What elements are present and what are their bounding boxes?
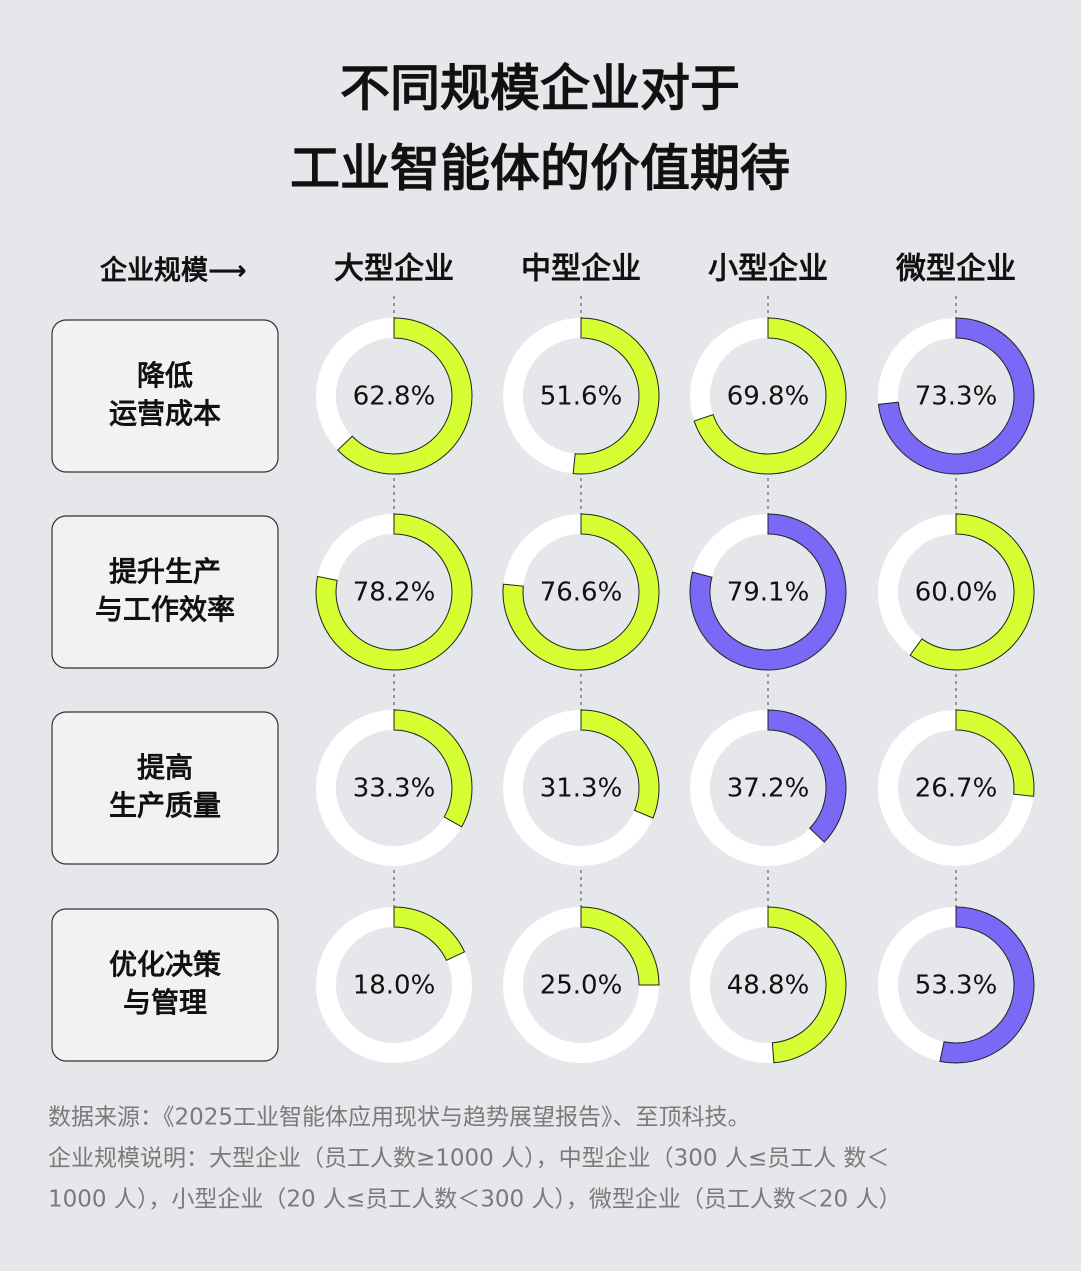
row-label: 与管理 [123, 986, 207, 1019]
row-label-box [51, 711, 279, 865]
donut-hole [898, 730, 1014, 846]
row-label: 优化决策 [109, 948, 221, 981]
row-label: 提高 [137, 751, 193, 784]
donut-arc [580, 709, 660, 819]
value-label: 18.0% [353, 971, 436, 1001]
row-label-box [51, 319, 279, 473]
donut-hole [898, 927, 1014, 1043]
row-label: 降低 [137, 359, 193, 392]
donut-hole [336, 927, 452, 1043]
column-header: 大型企业 [334, 252, 454, 287]
value-label: 69.8% [727, 382, 810, 412]
donut-arc [693, 317, 847, 475]
donut-arc [689, 513, 847, 671]
donut-arc [580, 906, 660, 986]
value-label: 53.3% [915, 971, 998, 1001]
donut-hole [336, 338, 452, 454]
value-label: 33.3% [353, 774, 436, 804]
donut-hole [523, 338, 639, 454]
donut-hole [523, 730, 639, 846]
row-label: 提升生产 [109, 555, 221, 588]
row-label: 与工作效率 [95, 593, 235, 626]
column-header: 微型企业 [895, 252, 1016, 287]
title-line: 不同规模企业对于 [340, 60, 740, 118]
row-label: 运营成本 [109, 397, 221, 430]
donut-arc [939, 906, 1035, 1064]
donut-hole [898, 338, 1014, 454]
row-label: 生产质量 [109, 789, 221, 822]
donut-arc [767, 709, 847, 843]
donut-hole [710, 730, 826, 846]
value-label: 79.1% [727, 578, 810, 608]
value-label: 31.3% [540, 774, 623, 804]
footnote: 数据来源：《2025工业智能体应用现状与趋势展望报告》、至顶科技。 [48, 1105, 751, 1131]
value-label: 76.6% [540, 578, 623, 608]
column-header: 中型企业 [521, 252, 641, 287]
footnote: 1000 人），小型企业（20 人≤员工人数＜300 人），微型企业（员工人数＜… [48, 1187, 901, 1213]
footnote: 企业规模说明：大型企业（员工人数≥1000 人），中型企业（300 人≤员工人 … [48, 1146, 889, 1172]
donut-hole [523, 534, 639, 650]
donut-arc [337, 317, 473, 475]
header-label: 企业规模⟶ [100, 255, 247, 287]
donut-hole [898, 534, 1014, 650]
donut-arc [572, 317, 660, 475]
column-header: 小型企业 [708, 252, 828, 287]
donut-arc [393, 709, 473, 828]
donut-arc [955, 709, 1035, 797]
donut-arc [393, 906, 466, 961]
value-label: 26.7% [915, 774, 998, 804]
row-label-box [51, 515, 279, 669]
value-label: 73.3% [915, 382, 998, 412]
donut-arc [315, 513, 473, 671]
value-label: 60.0% [915, 578, 998, 608]
donut-arc [909, 513, 1035, 671]
donut-arc [767, 906, 847, 1064]
value-label: 25.0% [540, 971, 623, 1001]
value-label: 51.6% [540, 382, 623, 412]
value-label: 37.2% [727, 774, 810, 804]
donut-arc [877, 317, 1035, 475]
donut-hole [336, 534, 452, 650]
row-label-box [51, 908, 279, 1062]
value-label: 48.8% [727, 971, 810, 1001]
donut-hole [336, 730, 452, 846]
donut-hole [710, 534, 826, 650]
donut-arc [502, 513, 660, 671]
donut-hole [523, 927, 639, 1043]
value-label: 78.2% [353, 578, 436, 608]
donut-hole [710, 338, 826, 454]
title-line: 工业智能体的价值期待 [290, 140, 790, 198]
value-label: 62.8% [353, 382, 436, 412]
donut-hole [710, 927, 826, 1043]
